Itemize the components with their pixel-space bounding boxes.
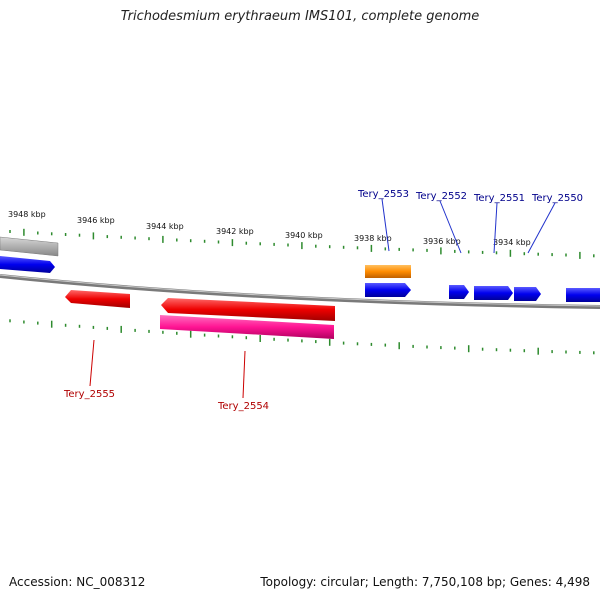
gene-feature-orange[interactable] xyxy=(365,265,411,278)
gene-feature-forward[interactable] xyxy=(566,288,600,302)
scale-label: 3934 kbp xyxy=(493,238,531,247)
gene-feature-tery-2555[interactable] xyxy=(65,290,130,308)
scale-label: 3948 kbp xyxy=(8,210,46,219)
gene-labels-bottom: Tery_2555 Tery_2554 xyxy=(63,339,269,412)
leader-line xyxy=(381,198,390,252)
scale-labels: 3948 kbp 3946 kbp 3944 kbp 3942 kbp 3940… xyxy=(8,210,531,247)
gene-feature-tery-2550[interactable] xyxy=(514,287,541,301)
gene-label-tery-2551[interactable]: Tery_2551 xyxy=(473,193,525,204)
gene-feature-tery-2553[interactable] xyxy=(365,283,411,297)
gene-labels-top: Tery_2553 Tery_2552 Tery_2551 Tery_2550 xyxy=(357,189,583,254)
scale-ticks-top xyxy=(9,228,595,259)
scale-label: 3946 kbp xyxy=(77,216,115,225)
leader-line xyxy=(89,339,95,387)
scale-label: 3942 kbp xyxy=(216,227,254,236)
gene-feature-forward[interactable] xyxy=(0,256,55,273)
scale-label: 3944 kbp xyxy=(146,222,184,231)
scale-label: 3938 kbp xyxy=(354,234,392,243)
gene-label-tery-2550[interactable]: Tery_2550 xyxy=(531,193,583,204)
gene-feature-tery-2552[interactable] xyxy=(449,285,469,299)
leader-line xyxy=(527,202,556,254)
genome-backbone-highlight xyxy=(0,274,600,307)
leader-line xyxy=(493,202,498,254)
gene-label-tery-2555[interactable]: Tery_2555 xyxy=(63,389,115,400)
gene-label-tery-2553[interactable]: Tery_2553 xyxy=(357,189,409,200)
scale-ticks-bottom xyxy=(9,319,595,355)
gene-label-tery-2554[interactable]: Tery_2554 xyxy=(217,401,269,412)
gene-feature-pink[interactable] xyxy=(160,315,334,339)
map-title: Trichodesmium erythraeum IMS101, complet… xyxy=(120,9,480,24)
accession-text: Accession: NC_008312 xyxy=(9,575,146,589)
genome-backbone xyxy=(0,274,600,309)
gene-feature-tery-2551[interactable] xyxy=(474,286,513,300)
scale-label: 3940 kbp xyxy=(285,231,323,240)
leader-line xyxy=(242,350,246,399)
gene-label-tery-2552[interactable]: Tery_2552 xyxy=(415,191,467,202)
scale-label: 3936 kbp xyxy=(423,237,461,246)
genome-summary-text: Topology: circular; Length: 7,750,108 bp… xyxy=(260,575,590,589)
gene-feature-grey[interactable] xyxy=(0,236,59,257)
gene-feature-tery-2554[interactable] xyxy=(161,298,335,321)
leader-line xyxy=(439,200,462,254)
